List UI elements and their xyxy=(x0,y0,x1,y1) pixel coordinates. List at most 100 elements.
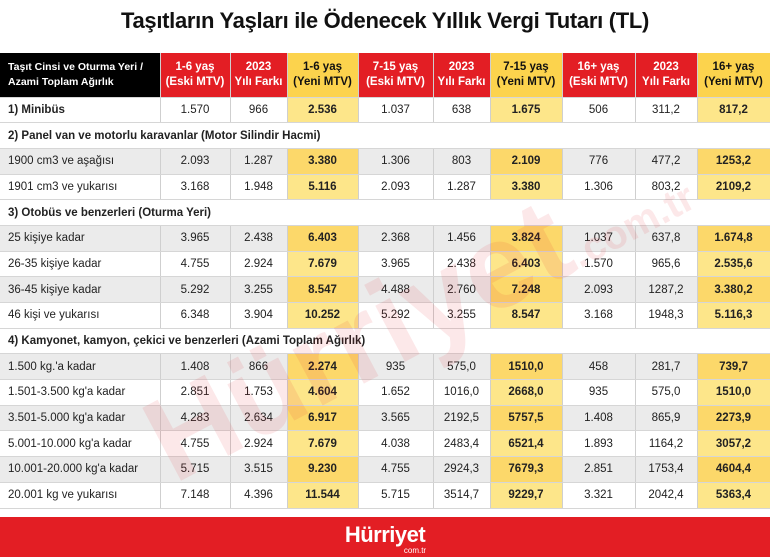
table-row: 1900 cm3 ve aşağısı 2.093 1.287 3.380 1.306 8… xyxy=(0,148,770,175)
header-line: 1-6 yaş xyxy=(175,60,215,73)
cell-value: 5.116,3 xyxy=(697,302,770,329)
cell-value: 5.715 xyxy=(160,456,231,483)
row-label: 5.001-10.000 kg'a kadar xyxy=(0,430,161,458)
header-line: Yılı Farkı xyxy=(437,75,486,88)
cell-value: 1287,2 xyxy=(635,276,698,303)
cell-value: 3.824 xyxy=(490,225,563,252)
header-line: Yılı Farkı xyxy=(642,75,690,88)
column-header: 16+ yaş (Yeni MTV) xyxy=(697,53,770,98)
cell-value: 4.755 xyxy=(160,251,231,278)
cell-value: 3.965 xyxy=(358,251,434,278)
cell-value: 506 xyxy=(562,97,636,124)
cell-value: 2924,3 xyxy=(433,456,491,483)
cell-value: 3514,7 xyxy=(433,482,491,509)
hurriyet-logo: Hürriyet xyxy=(344,522,426,547)
cell-value: 1.037 xyxy=(562,225,636,252)
cell-value: 3.168 xyxy=(562,302,636,329)
table-row: 36-45 kişiye kadar 5.292 3.255 8.547 4.488 2.… xyxy=(0,276,770,303)
header-line: 2023 xyxy=(245,60,272,73)
cell-value: 1753,4 xyxy=(635,456,698,483)
cell-value: 803,2 xyxy=(635,174,698,201)
cell-value: 2.368 xyxy=(358,225,434,252)
cell-value: 5363,4 xyxy=(697,482,770,509)
cell-value: 1.408 xyxy=(160,353,231,381)
cell-value: 2.536 xyxy=(287,97,359,124)
cell-value: 4.755 xyxy=(358,456,434,483)
column-header: 1-6 yaş (Yeni MTV) xyxy=(287,53,359,98)
cell-value: 2668,0 xyxy=(490,379,563,406)
cell-value: 3.380 xyxy=(490,174,563,201)
cell-value: 575,0 xyxy=(433,353,491,381)
cell-value: 5757,5 xyxy=(490,405,563,432)
cell-value: 6.348 xyxy=(160,302,231,329)
cell-value: 7.148 xyxy=(160,482,231,509)
header-line: Yılı Farkı xyxy=(234,75,283,88)
header-line: 7-15 yaş xyxy=(372,60,419,73)
cell-value: 2.438 xyxy=(433,251,491,278)
section-label: 2) Panel van ve motorlu karavanlar (Moto… xyxy=(0,122,770,149)
section-label: 4) Kamyonet, kamyon, çekici ve benzerler… xyxy=(0,328,770,355)
header-line: (Yeni MTV) xyxy=(704,75,763,88)
header-line: (Eski MTV) xyxy=(366,75,425,88)
cell-value: 638 xyxy=(433,97,491,124)
cell-value: 2.851 xyxy=(562,456,636,483)
cell-value: 2.274 xyxy=(287,353,359,381)
cell-value: 1.753 xyxy=(230,379,288,406)
cell-value: 739,7 xyxy=(697,353,770,381)
row-label: 3.501-5.000 kg'a kadar xyxy=(0,405,161,432)
column-header: 1-6 yaş (Eski MTV) xyxy=(160,53,231,98)
section-row: 3) Otobüs ve benzerleri (Oturma Yeri) xyxy=(0,199,770,226)
header-line: Taşıt Cinsi ve Oturma Yeri / xyxy=(8,60,143,73)
cell-value: 3.515 xyxy=(230,456,288,483)
cell-value: 281,7 xyxy=(635,353,698,381)
table-row: 5.001-10.000 kg'a kadar 4.755 2.924 7.679 4.… xyxy=(0,430,770,458)
cell-value: 2273,9 xyxy=(697,405,770,432)
cell-value: 776 xyxy=(562,148,636,175)
cell-value: 1510,0 xyxy=(697,379,770,406)
section-row: 2) Panel van ve motorlu karavanlar (Moto… xyxy=(0,122,770,149)
cell-value: 5.292 xyxy=(160,276,231,303)
cell-value: 2.535,6 xyxy=(697,251,770,278)
cell-value: 477,2 xyxy=(635,148,698,175)
cell-value: 3.255 xyxy=(230,276,288,303)
cell-value: 6.403 xyxy=(287,225,359,252)
cell-value: 4.488 xyxy=(358,276,434,303)
cell-value: 6.917 xyxy=(287,405,359,432)
table-row: 10.001-20.000 kg'a kadar 5.715 3.515 9.230 4… xyxy=(0,456,770,483)
cell-value: 3057,2 xyxy=(697,430,770,458)
cell-value: 5.292 xyxy=(358,302,434,329)
header-line: (Eski MTV) xyxy=(569,75,628,88)
table-row: 1901 cm3 ve yukarısı 3.168 1.948 5.116 2.093… xyxy=(0,174,770,201)
cell-value: 817,2 xyxy=(697,97,770,124)
cell-value: 965,6 xyxy=(635,251,698,278)
cell-value: 4604,4 xyxy=(697,456,770,483)
cell-value: 1.306 xyxy=(562,174,636,201)
cell-value: 4.755 xyxy=(160,430,231,458)
row-label: 1.500 kg.'a kadar xyxy=(0,353,161,381)
header-row: Taşıt Cinsi ve Oturma Yeri / Azami Toplam… xyxy=(0,53,770,98)
cell-value: 9.230 xyxy=(287,456,359,483)
header-line: 16+ yaş xyxy=(712,60,755,73)
cell-value: 2.093 xyxy=(562,276,636,303)
cell-value: 1016,0 xyxy=(433,379,491,406)
column-header: 2023 Yılı Farkı xyxy=(230,53,288,98)
cell-value: 2042,4 xyxy=(635,482,698,509)
tax-table: Taşıt Cinsi ve Oturma Yeri / Azami Toplam… xyxy=(0,53,770,509)
row-label: 36-45 kişiye kadar xyxy=(0,276,161,303)
cell-value: 1164,2 xyxy=(635,430,698,458)
cell-value: 4.604 xyxy=(287,379,359,406)
cell-value: 9229,7 xyxy=(490,482,563,509)
table-row: 20.001 kg ve yukarısı 7.148 4.396 11.544 5.7… xyxy=(0,482,770,509)
cell-value: 1.456 xyxy=(433,225,491,252)
cell-value: 1.306 xyxy=(358,148,434,175)
cell-value: 7.679 xyxy=(287,251,359,278)
cell-value: 637,8 xyxy=(635,225,698,252)
cell-value: 1.675 xyxy=(490,97,563,124)
cell-value: 2192,5 xyxy=(433,405,491,432)
cell-value: 865,9 xyxy=(635,405,698,432)
cell-value: 1.652 xyxy=(358,379,434,406)
column-header: 7-15 yaş (Eski MTV) xyxy=(358,53,434,98)
row-label: 25 kişiye kadar xyxy=(0,225,161,252)
cell-value: 1.287 xyxy=(230,148,288,175)
cell-value: 11.544 xyxy=(287,482,359,509)
